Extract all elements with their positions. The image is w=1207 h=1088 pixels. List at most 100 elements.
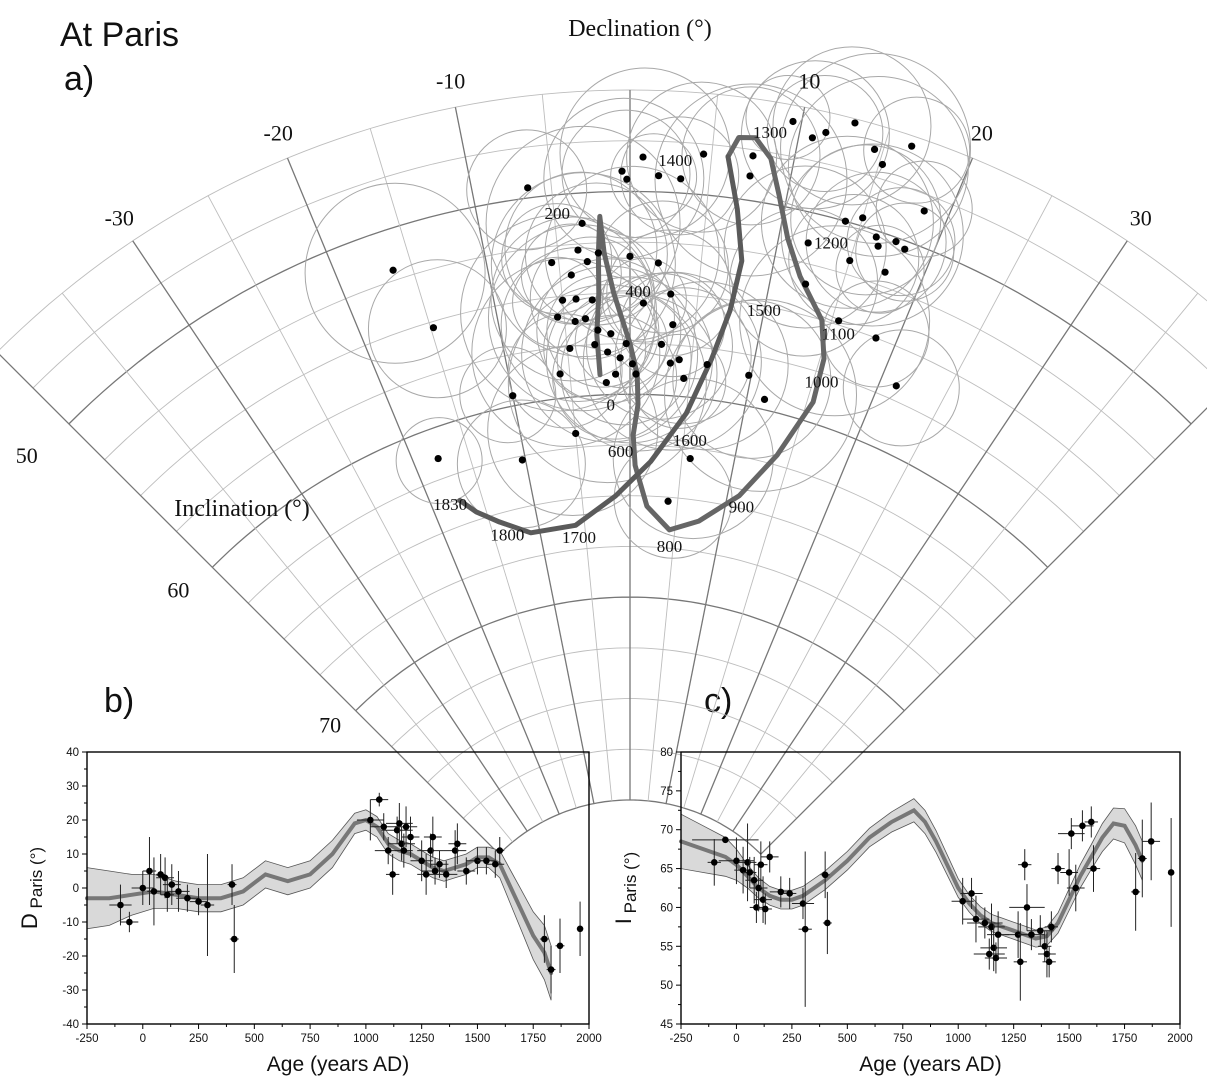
panel-c-data-point bbox=[994, 931, 1002, 938]
data-point bbox=[703, 360, 711, 369]
confidence-circle bbox=[460, 214, 658, 412]
panel-b-data-point bbox=[429, 833, 437, 841]
data-point bbox=[654, 259, 662, 267]
data-point bbox=[846, 256, 854, 265]
panel-b-data-point bbox=[195, 898, 202, 905]
inclination-tick-label: 60 bbox=[167, 578, 189, 603]
data-point bbox=[434, 454, 442, 463]
declination-gridline bbox=[0, 354, 500, 855]
confidence-circle bbox=[459, 346, 557, 444]
panel-c-y-axis-label: I Paris (°) bbox=[611, 852, 640, 924]
confidence-circle bbox=[610, 133, 698, 221]
panel-c-data-point bbox=[1065, 869, 1073, 876]
declination-gridline bbox=[683, 128, 891, 809]
confidence-circles bbox=[304, 46, 973, 559]
panel-c-data-point bbox=[1045, 958, 1053, 966]
data-point bbox=[655, 172, 663, 180]
panel-b-data-point bbox=[146, 867, 153, 875]
panel-b-data-point bbox=[384, 847, 392, 854]
panel-c-data-point bbox=[759, 896, 767, 903]
data-point bbox=[578, 219, 586, 227]
declination-tick-label: -10 bbox=[436, 68, 465, 93]
panel-c-y-tick-label: 60 bbox=[660, 902, 673, 914]
confidence-circle bbox=[780, 143, 964, 327]
panel-a-polar-plot: 0 200 400 600 800 900 1000 1100 1200 1300 1400 1500… bbox=[0, 16, 1207, 872]
panel-c-data-point bbox=[1017, 958, 1024, 966]
panel-c-data-point bbox=[824, 919, 831, 927]
data-point bbox=[669, 321, 677, 329]
panel-c-y-tick-label: 75 bbox=[660, 786, 673, 798]
panel-c-y-tick-label: 80 bbox=[660, 747, 673, 759]
data-point bbox=[908, 142, 916, 150]
panel-c-data-point bbox=[1072, 884, 1080, 892]
data-point bbox=[804, 239, 812, 247]
panel-c-data-point bbox=[1167, 869, 1175, 876]
panel-c-y-axis-label-symbol: I bbox=[611, 918, 636, 924]
panel-c-data-point bbox=[1041, 942, 1049, 950]
data-point bbox=[822, 128, 830, 137]
data-point bbox=[872, 233, 880, 241]
panel-b-data-point bbox=[150, 888, 158, 895]
confidence-circle bbox=[471, 257, 661, 447]
confidence-circle bbox=[614, 287, 752, 425]
data-point bbox=[789, 117, 797, 126]
panel-b-y-tick-label: 20 bbox=[66, 815, 79, 827]
data-point bbox=[801, 280, 810, 288]
data-point bbox=[567, 271, 575, 279]
data-point bbox=[548, 259, 556, 267]
panel-c-data-point bbox=[992, 954, 1000, 962]
data-point bbox=[571, 317, 579, 326]
panel-c-data-point bbox=[972, 915, 980, 923]
panel-c-data-point bbox=[1028, 931, 1035, 938]
confidence-circle bbox=[490, 216, 656, 382]
panel-b-data-point bbox=[407, 833, 414, 841]
declination-tick-label: -20 bbox=[264, 121, 293, 146]
panel-c-data-point bbox=[744, 859, 751, 866]
data-point bbox=[808, 134, 816, 142]
panel-b-y-axis-label-symbol: D bbox=[17, 913, 42, 929]
panel-c-data-point bbox=[786, 890, 793, 897]
inclination-axis-label: Inclination (°) bbox=[174, 496, 310, 522]
panel-b-data-point bbox=[380, 823, 388, 831]
panel-b-y-tick-label: 10 bbox=[66, 849, 79, 861]
data-point bbox=[851, 119, 859, 127]
declination-tick-label: 20 bbox=[971, 121, 993, 146]
age-label: 1400 bbox=[658, 151, 692, 170]
confidence-circle bbox=[788, 194, 920, 326]
confidence-circle bbox=[520, 223, 622, 325]
confidence-circle bbox=[304, 182, 486, 364]
panel-c-data-point bbox=[746, 869, 754, 876]
panel-b-data-point bbox=[556, 942, 564, 950]
panel-c-data-point bbox=[1132, 888, 1139, 896]
data-point bbox=[872, 334, 880, 342]
declination-tick-label: -30 bbox=[105, 206, 134, 231]
data-point bbox=[686, 454, 694, 463]
data-point bbox=[841, 217, 850, 225]
data-point bbox=[639, 299, 647, 307]
confidence-circle bbox=[631, 333, 727, 429]
panel-b-data-point bbox=[462, 867, 470, 875]
panel-b-data-point bbox=[400, 847, 408, 854]
panel-c-data-point bbox=[739, 866, 747, 874]
panel-b-data-point bbox=[402, 823, 410, 831]
declination-gridline bbox=[207, 195, 544, 823]
data-point bbox=[616, 354, 624, 362]
data-point bbox=[881, 268, 889, 276]
confidence-circle bbox=[863, 96, 971, 204]
panel-b-y-axis-label-subscript: Paris (°) bbox=[27, 847, 46, 913]
panel-b-x-tick-label: 750 bbox=[301, 1033, 320, 1045]
panel-c-data-point bbox=[710, 859, 718, 866]
declination-gridline bbox=[716, 195, 1053, 823]
confidence-circle bbox=[846, 187, 956, 297]
declination-tick-label: 30 bbox=[1130, 206, 1152, 231]
data-point bbox=[675, 356, 683, 364]
panel-b-declination-plot: -250 0 250 500 750 1000 1250 1500 1750 2000 -40 -30… bbox=[17, 747, 602, 1076]
panel-c-data-point bbox=[1023, 904, 1031, 911]
panel-c-data-point bbox=[1021, 861, 1029, 868]
declination-gridline bbox=[286, 157, 560, 815]
data-point bbox=[583, 258, 591, 266]
panel-b-x-tick-label: 500 bbox=[245, 1033, 264, 1045]
age-label: 1830 bbox=[433, 495, 467, 514]
data-point bbox=[667, 290, 675, 298]
panel-b-data-point bbox=[422, 871, 430, 878]
